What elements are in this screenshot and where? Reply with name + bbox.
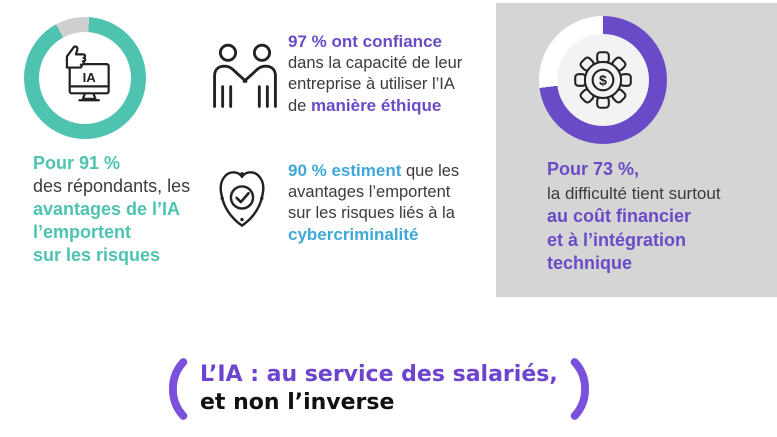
cost-stat-panel: $ Pour 73 %, la difficulté tient surtout…	[496, 3, 777, 297]
dollar-sign-label: $	[599, 73, 607, 89]
stat-line: des répondants, les	[33, 176, 191, 196]
donut-chart-73: $	[539, 16, 667, 144]
stat-confidence-text: 97 % ont confiance dans la capacité de l…	[288, 31, 462, 117]
footer-line-2: et non l’inverse	[200, 390, 395, 415]
stat-line: avantages l’emportent	[288, 183, 451, 201]
left-bracket-icon	[169, 358, 188, 420]
stat-line: la difficulté tient surtout	[547, 183, 721, 203]
stat-line: de manière éthique	[288, 95, 462, 117]
stat-cyber-highlight: cybercriminalité	[288, 225, 419, 244]
footer-headline: L’IA : au service des salariés, et non l…	[162, 357, 596, 421]
stat-line: dans la capacité de leur	[288, 54, 463, 72]
donut-73-hole: $	[557, 34, 649, 126]
stat-line-rest: que les	[401, 162, 460, 180]
stat-line: sur les risques	[33, 245, 161, 265]
footer-text: L’IA : au service des salariés, et non l…	[200, 361, 558, 417]
stat-line: entreprise à utiliser l’IA	[288, 75, 455, 93]
right-bracket-icon	[570, 358, 589, 420]
stat-cost-text: Pour 73 %, la difficulté tient surtout a…	[547, 158, 721, 276]
stat-cyber-lead: 90 % estiment	[288, 161, 402, 180]
shield-check-icon	[219, 171, 265, 227]
thumbs-up-ai-monitor-icon: IA	[65, 45, 110, 102]
gear-dollar-icon: $	[574, 51, 632, 109]
donut-chart-91: IA	[24, 17, 146, 139]
stat-line: au coût financier	[547, 206, 692, 226]
stat-line: cybercriminalité	[288, 224, 459, 246]
stat-benefits-lead: Pour 91 %	[33, 153, 121, 173]
stat-confidence-lead-line: 97 % ont confiance	[288, 31, 462, 53]
stat-line-prefix: de	[288, 97, 311, 115]
stat-cost-lead: Pour 73 %,	[547, 159, 640, 179]
stat-confidence-lead: 97 % ont confiance	[288, 32, 442, 51]
stat-line: et à l’intégration	[547, 229, 687, 250]
stat-line: l’emportent	[33, 222, 132, 242]
stat-benefits-text: Pour 91 % des répondants, les avantages …	[33, 152, 190, 267]
footer-line-1: L’IA : au service des salariés,	[200, 362, 558, 387]
stat-line: sur les risques liés à la	[288, 204, 455, 222]
handshake-people-icon	[213, 43, 277, 108]
stat-cyber-text: 90 % estiment que les avantages l’emport…	[288, 160, 459, 246]
stat-cyber-lead-line: 90 % estiment que les	[288, 160, 459, 182]
stat-confidence-highlight: manière éthique	[310, 96, 442, 115]
monitor-screen-label: IA	[83, 70, 97, 85]
stat-line: avantages de l’IA	[33, 199, 181, 219]
stat-line: technique	[547, 253, 633, 273]
donut-91-hole: IA	[39, 32, 131, 124]
